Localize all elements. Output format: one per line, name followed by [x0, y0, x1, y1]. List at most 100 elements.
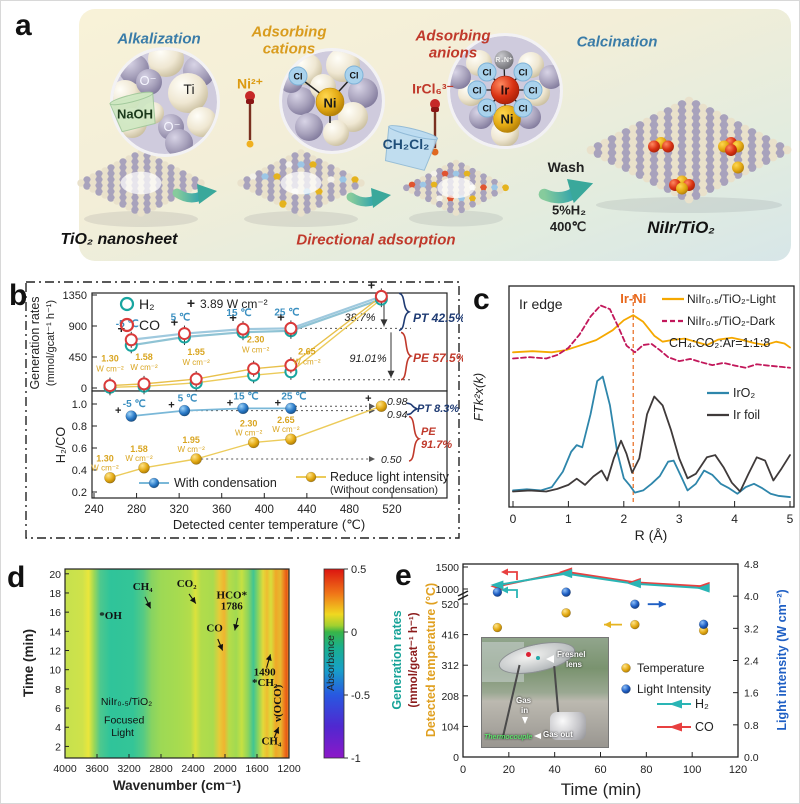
- ir-atom-label: Ir: [500, 82, 510, 98]
- svg-text:440: 440: [297, 504, 316, 516]
- naoh-label: NaOH: [116, 106, 154, 122]
- svg-text:80: 80: [640, 764, 652, 776]
- tio2-nanosheet-label: TiO₂ nanosheet: [60, 231, 178, 248]
- svg-text:PT 42.5%: PT 42.5%: [413, 311, 463, 325]
- svg-text:*OH: *OH: [99, 610, 122, 622]
- svg-text:1350: 1350: [63, 290, 87, 302]
- svg-text:W cm⁻²: W cm⁻²: [130, 363, 158, 372]
- cl-chip: Cl: [288, 66, 308, 86]
- svg-text:Generation rates: Generation rates: [28, 296, 42, 389]
- r4n-label: R₄N⁺: [495, 57, 513, 64]
- panel-letter-b: b: [9, 279, 28, 312]
- svg-text:FTk²x(k): FTk²x(k): [471, 373, 486, 421]
- svg-text:100: 100: [683, 764, 701, 776]
- panel-letter-e: e: [395, 559, 412, 592]
- svg-text:-5 ℃: -5 ℃: [116, 319, 139, 330]
- wash-label: Wash: [547, 159, 585, 175]
- svg-text:0.8: 0.8: [72, 421, 87, 433]
- svg-text:+: +: [365, 393, 371, 405]
- svg-text:1.0: 1.0: [72, 399, 87, 411]
- svg-text:2.65: 2.65: [298, 346, 316, 356]
- cl-chip: Cl: [344, 65, 364, 85]
- panel-letter-a: a: [15, 9, 32, 42]
- svg-text:W cm⁻²: W cm⁻²: [272, 425, 300, 434]
- photo-teal-marker: [536, 656, 540, 660]
- svg-text:CH₄: CH₄: [261, 735, 282, 747]
- svg-text:0.8: 0.8: [744, 720, 759, 732]
- svg-text:Focused: Focused: [104, 714, 144, 726]
- svg-text:520: 520: [382, 504, 401, 516]
- svg-text:25 ℃: 25 ℃: [274, 307, 299, 318]
- svg-text:4: 4: [55, 722, 61, 734]
- cl-chip: Cl: [477, 98, 497, 118]
- svg-text:5 ℃: 5 ℃: [171, 313, 191, 324]
- svg-text:Time (min): Time (min): [561, 780, 642, 799]
- svg-text:3.2: 3.2: [744, 623, 759, 635]
- svg-text:W cm⁻²: W cm⁻²: [96, 365, 124, 374]
- cl-chip: Cl: [513, 62, 533, 82]
- svg-text:480: 480: [340, 504, 359, 516]
- svg-text:H₂/CO: H₂/CO: [54, 427, 68, 463]
- svg-text:Reduce light intensity: Reduce light intensity: [330, 470, 450, 484]
- svg-text:4.8: 4.8: [744, 559, 759, 571]
- photo-red-marker: [526, 652, 531, 657]
- svg-text:Temperature: Temperature: [637, 661, 705, 675]
- svg-text:8: 8: [55, 684, 61, 696]
- svg-text:Light intensity (W cm⁻²): Light intensity (W cm⁻²): [775, 589, 789, 730]
- svg-text:2.30: 2.30: [240, 419, 258, 429]
- svg-text:+: +: [227, 397, 233, 409]
- cl-chip: Cl: [523, 80, 543, 100]
- svg-text:1786: 1786: [221, 600, 244, 612]
- svg-text:2: 2: [55, 741, 61, 753]
- ni-atom-label-2: Ni: [500, 111, 514, 127]
- svg-text:0.4: 0.4: [72, 465, 87, 477]
- svg-text:0: 0: [81, 383, 87, 395]
- svg-text:Light Intensity: Light Intensity: [637, 682, 711, 696]
- svg-text:3600: 3600: [85, 763, 109, 775]
- svg-text:-1: -1: [351, 753, 361, 765]
- gas-in-label-2: in: [521, 706, 529, 715]
- svg-text:2.30: 2.30: [247, 335, 265, 345]
- svg-text:NiIr₀.₅/TiO₂-Dark: NiIr₀.₅/TiO₂-Dark: [687, 314, 776, 328]
- svg-text:400: 400: [255, 504, 274, 516]
- svg-text:0: 0: [460, 764, 466, 776]
- ti-atom-label: Ti: [183, 81, 195, 97]
- svg-text:Ir foil: Ir foil: [733, 408, 760, 422]
- ch2cl2-label: CH₂Cl₂: [382, 136, 430, 152]
- svg-text:1200: 1200: [277, 763, 301, 775]
- svg-text:-5 ℃: -5 ℃: [123, 399, 146, 410]
- step-calcination-label: Calcination: [576, 33, 658, 51]
- svg-text:W cm⁻²: W cm⁻²: [91, 464, 119, 473]
- svg-text:Wavenumber (cm⁻¹): Wavenumber (cm⁻¹): [113, 778, 241, 793]
- svg-text:14: 14: [49, 626, 61, 638]
- panel-d-ftir-heatmap: 2 4 6 8 10 12 14 16 18 20 4000 3600 3200 2800 2400 2000…: [21, 564, 370, 793]
- svg-text:0: 0: [510, 512, 517, 526]
- svg-text:1600: 1600: [245, 763, 269, 775]
- svg-text:208: 208: [441, 691, 459, 703]
- svg-text:+: +: [277, 309, 285, 324]
- svg-text:PE 57.5%: PE 57.5%: [413, 351, 463, 365]
- svg-text:+: +: [115, 405, 121, 417]
- gas-in-label-1: Gas: [516, 696, 532, 705]
- svg-text:1.58: 1.58: [135, 352, 153, 362]
- svg-text:1.30: 1.30: [96, 454, 114, 464]
- svg-text:(mmol/gcat⁻¹ h⁻¹): (mmol/gcat⁻¹ h⁻¹): [408, 612, 420, 707]
- svg-text:20: 20: [49, 569, 61, 581]
- svg-text:HCO*: HCO*: [217, 590, 248, 602]
- svg-text:416: 416: [441, 630, 459, 642]
- svg-text:W cm⁻²: W cm⁻²: [178, 445, 206, 454]
- gas-in-arrow-icon: [522, 717, 528, 724]
- cl-chip: Cl: [467, 80, 487, 100]
- fresnel-lens-label-1: Fresnel: [557, 650, 586, 659]
- ni-ion-label: Ni²⁺: [236, 75, 264, 92]
- svg-text:W cm⁻²: W cm⁻²: [235, 429, 263, 438]
- panel-c-exafs-chart: 0 1 2 3 4 5 R (Å) FTk²x(k) Ir edge Ir-Ni NiIr₀.₅/T…: [471, 285, 795, 543]
- step-adsorbing-cations-label-2: cations: [262, 40, 316, 58]
- svg-text:R (Å): R (Å): [635, 527, 668, 543]
- svg-text:900: 900: [69, 321, 87, 333]
- svg-text:CO₂: CO₂: [177, 578, 198, 590]
- svg-text:ν(OCO): ν(OCO): [272, 684, 284, 723]
- svg-text:0: 0: [453, 752, 459, 764]
- svg-text:2000: 2000: [213, 763, 237, 775]
